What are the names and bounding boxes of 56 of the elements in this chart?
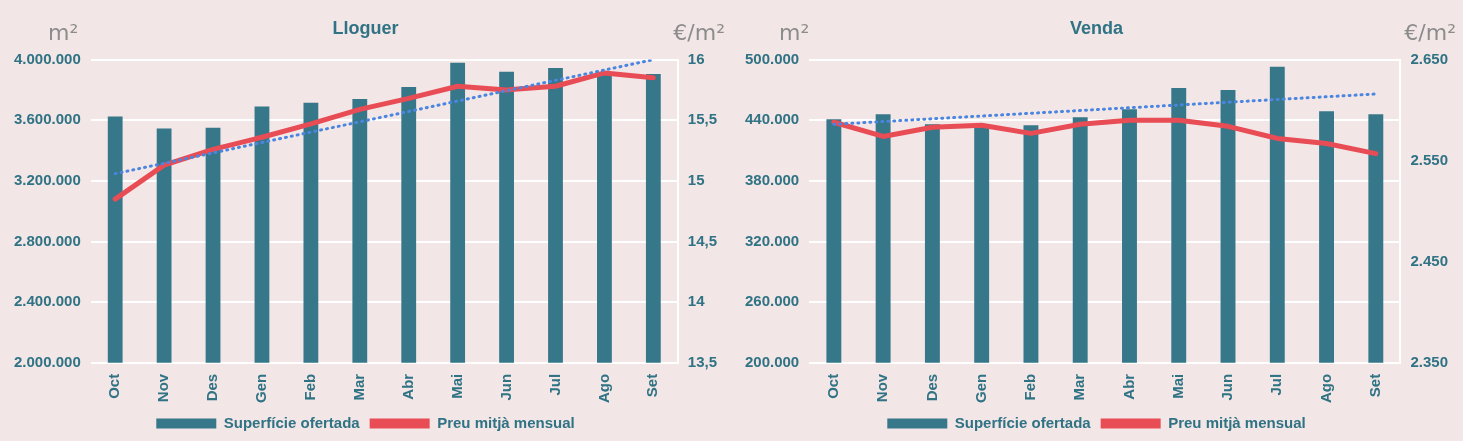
x-tick-label: Mar bbox=[1070, 373, 1088, 401]
x-tick-label: Jun bbox=[496, 373, 514, 401]
y2-tick-label: 13,5 bbox=[687, 352, 718, 370]
legend-label: Superfície ofertada bbox=[223, 413, 361, 431]
y2-tick-label: 2.550 bbox=[1410, 150, 1449, 168]
y-tick-label: 3.200.000 bbox=[14, 171, 81, 189]
x-tick-label: Gen bbox=[252, 373, 270, 404]
y2-axis-title: €/m² bbox=[1404, 20, 1456, 45]
x-tick-label: Mar bbox=[349, 373, 367, 401]
x-tick-label: Abr bbox=[1119, 373, 1137, 400]
x-tick-label: Oct bbox=[105, 373, 123, 399]
y2-tick-label: 14,5 bbox=[687, 231, 718, 249]
x-tick-label: Nov bbox=[873, 373, 891, 403]
x-tick-label: Des bbox=[203, 373, 221, 402]
legend-label: Preu mitjà mensual bbox=[437, 413, 575, 431]
y2-tick-label: 2.450 bbox=[1410, 251, 1449, 269]
chart-title: Venda bbox=[1069, 17, 1124, 38]
y-tick-label: 200.000 bbox=[744, 352, 800, 370]
legend-label: Preu mitjà mensual bbox=[1168, 413, 1306, 431]
y-axis-title: m² bbox=[779, 20, 810, 45]
y-tick-label: 440.000 bbox=[744, 110, 800, 128]
chart-title: Lloguer bbox=[332, 17, 399, 38]
x-tick-label: Jul bbox=[545, 373, 563, 396]
y2-tick-label: 2.650 bbox=[1410, 49, 1449, 67]
y-tick-label: 260.000 bbox=[744, 292, 800, 310]
x-tick-label: Ago bbox=[1316, 373, 1334, 403]
y2-tick-label: 15,5 bbox=[687, 110, 718, 128]
y-tick-label: 2.000.000 bbox=[14, 352, 81, 370]
y-tick-label: 2.800.000 bbox=[14, 231, 81, 249]
x-tick-label: Jul bbox=[1267, 373, 1285, 396]
y2-axis-title: €/m² bbox=[673, 20, 725, 45]
y2-tick-label: 2.350 bbox=[1410, 352, 1449, 370]
x-tick-label: Set bbox=[1365, 373, 1383, 398]
y-axis-title: m² bbox=[48, 20, 79, 45]
y-tick-label: 320.000 bbox=[744, 231, 800, 249]
legend-label: Superfície ofertada bbox=[954, 413, 1092, 431]
x-tick-label: Oct bbox=[824, 373, 841, 399]
x-tick-label: Gen bbox=[971, 373, 989, 404]
y2-tick-label: 16 bbox=[687, 49, 705, 67]
x-tick-label: Jun bbox=[1218, 373, 1236, 401]
x-tick-label: Des bbox=[922, 373, 940, 402]
x-tick-label: Set bbox=[643, 373, 661, 398]
x-tick-label: Mai bbox=[447, 373, 465, 399]
x-tick-label: Mai bbox=[1168, 373, 1186, 399]
x-tick-label: Abr bbox=[398, 373, 416, 400]
y2-tick-label: 15 bbox=[687, 171, 705, 189]
x-tick-label: Nov bbox=[154, 373, 172, 403]
y-tick-label: 3.600.000 bbox=[14, 110, 81, 128]
y-tick-label: 4.000.000 bbox=[14, 49, 81, 67]
x-tick-label: Feb bbox=[301, 373, 319, 401]
y-tick-label: 380.000 bbox=[744, 171, 800, 189]
y-tick-label: 500.000 bbox=[744, 49, 800, 67]
y-tick-label: 2.400.000 bbox=[14, 292, 81, 310]
x-tick-label: Feb bbox=[1021, 373, 1039, 401]
y2-tick-label: 14 bbox=[687, 292, 706, 310]
x-tick-label: Ago bbox=[594, 373, 612, 403]
